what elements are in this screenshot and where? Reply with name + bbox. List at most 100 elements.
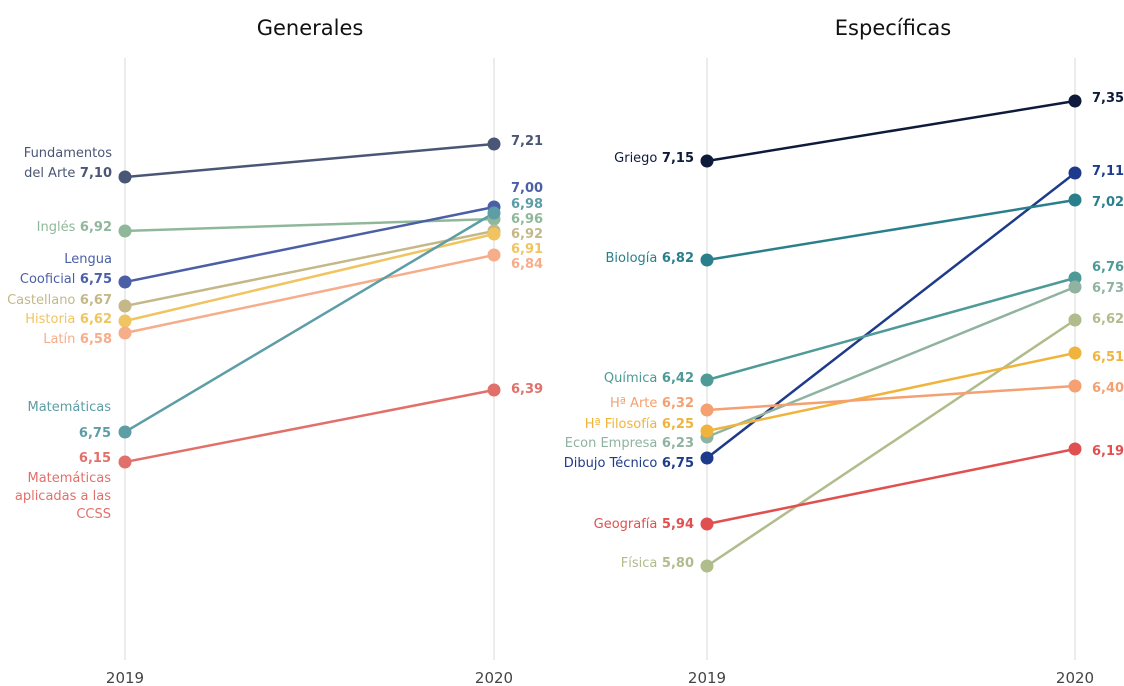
series-line-ingles	[123, 217, 496, 233]
series-label-line: Latín	[43, 332, 75, 347]
point-2020-griego	[1068, 94, 1082, 108]
series-label-dibujo-tecnico: Dibujo Técnico 6,75	[564, 456, 694, 471]
series-label-h-arte: Hª Arte 6,32	[610, 396, 694, 411]
value-label-2020-castellano: 6,92	[511, 227, 543, 242]
series-line-griego	[705, 99, 1077, 163]
point-2020-quimica	[1068, 271, 1082, 285]
point-2019-fisica	[700, 559, 714, 573]
series-line-econ-empresa	[705, 285, 1077, 439]
value-label-2019-fisica: 5,80	[657, 556, 694, 571]
point-2020-geografia	[1068, 442, 1082, 456]
series-label-line: Econ Empresa	[565, 436, 658, 451]
point-2019-matematicas-aplicadas-a-las-ccss	[118, 455, 132, 469]
point-2019-lengua-cooficial	[118, 275, 132, 289]
series-label-latin: Latín 6,58	[43, 332, 112, 347]
series-label-line: Hª Arte	[610, 396, 657, 411]
value-label-2020-lengua-cooficial: 7,00	[511, 181, 543, 196]
x-tick-label-2019: 2019	[106, 669, 144, 686]
series-label-line: Geografía	[594, 517, 658, 532]
series-line-lengua-cooficial	[123, 205, 496, 284]
series-label-line: del Arte	[24, 166, 75, 181]
point-2019-ingles	[118, 224, 132, 238]
series-line-castellano	[123, 229, 496, 308]
series-label-biologia: Biología 6,82	[606, 251, 695, 266]
series-label-econ-empresa: Econ Empresa 6,23	[565, 436, 694, 451]
series-label-griego: Griego 7,15	[614, 151, 694, 166]
series-label-line: Lengua	[64, 252, 112, 267]
series-label-matematicas: Matemáticas	[27, 400, 111, 415]
series-label-line: aplicadas a las	[15, 489, 111, 504]
series-label-line: Matemáticas	[27, 471, 111, 486]
chart-title: Generales	[257, 16, 364, 40]
point-2020-h-arte	[1068, 379, 1082, 393]
x-tick-label-2020: 2020	[1056, 669, 1094, 686]
point-2020-h-filosofia	[1068, 346, 1082, 360]
point-2019-historia	[118, 314, 132, 328]
series-label-line: CCSS	[76, 507, 111, 522]
series-label-fundamentos-del-arte: Fundamentos del Arte 7,10	[24, 146, 112, 181]
value-label-2019-fundamentos-del-arte: 7,10	[75, 166, 112, 181]
value-label-2019-dibujo-tecnico: 6,75	[657, 456, 694, 471]
value-label-2019-lengua-cooficial: 6,75	[75, 272, 112, 287]
series-label-line: Historia	[25, 312, 75, 327]
point-2020-fundamentos-del-arte	[487, 137, 501, 151]
value-label-2019-quimica: 6,42	[657, 371, 694, 386]
series-label-line: Biología	[606, 251, 658, 266]
value-label-2020-historia: 6,91	[511, 242, 543, 257]
chart-panel-generales: Generales 2019 2020 Fundamentos del Arte 7,1…	[7, 16, 543, 686]
point-2019-dibujo-tecnico	[700, 451, 714, 465]
point-2019-latin	[118, 326, 132, 340]
value-label-2020-griego: 7,35	[1092, 91, 1124, 106]
value-label-2020-quimica: 6,76	[1092, 260, 1124, 275]
series-line-dibujo-tecnico	[705, 171, 1077, 460]
x-tick-label-2020: 2020	[475, 669, 513, 686]
series-label-lengua-cooficial: Lengua Cooficial 6,75	[20, 252, 112, 287]
point-2020-historia	[487, 227, 501, 241]
value-label-2019-geografia: 5,94	[657, 517, 694, 532]
value-label-2020-fisica: 6,62	[1092, 312, 1124, 327]
point-2019-h-filosofia	[700, 424, 714, 438]
point-2019-fundamentos-del-arte	[118, 170, 132, 184]
series-line-matematicas-aplicadas-a-las-ccss	[123, 388, 496, 464]
series-label-castellano: Castellano 6,67	[7, 293, 112, 308]
series-label-line: Cooficial	[20, 272, 76, 287]
value-label-2020-biologia: 7,02	[1092, 195, 1124, 210]
value-label-2020-ingles: 6,96	[511, 212, 543, 227]
chart-panel-especificas: Específicas 2019 2020 Griego 7,15 7,35 Dibujo…	[564, 16, 1124, 686]
series-label-line: Inglés	[37, 220, 76, 235]
series-label-historia: Historia 6,62	[25, 312, 112, 327]
point-2019-h-arte	[700, 403, 714, 417]
value-label-2019-griego: 7,15	[657, 151, 694, 166]
value-label-2020-matematicas-aplicadas-a-las-ccss: 6,39	[511, 382, 543, 397]
value-label-2020-matematicas: 6,98	[511, 197, 543, 212]
value-label-2019-matematicas-aplicadas-a-las-ccss: 6,15	[79, 451, 111, 466]
value-label-2020-fundamentos-del-arte: 7,21	[511, 134, 543, 149]
x-tick-label-2019: 2019	[688, 669, 726, 686]
series-label-line: Castellano	[7, 293, 75, 308]
series-label-line: Fundamentos	[24, 146, 112, 161]
series-label-line: Física	[621, 556, 658, 571]
series-line-h-filosofia	[705, 351, 1077, 433]
value-label-2020-h-filosofia: 6,51	[1092, 350, 1124, 365]
value-label-2020-geografia: 6,19	[1092, 444, 1124, 459]
series-line-quimica	[705, 276, 1077, 382]
series-line-geografia	[705, 447, 1077, 526]
value-label-2020-h-arte: 6,40	[1092, 381, 1124, 396]
value-label-2019-econ-empresa: 6,23	[657, 436, 694, 451]
series-label-ingles: Inglés 6,92	[37, 220, 112, 235]
point-2019-biologia	[700, 253, 714, 267]
point-2019-matematicas	[118, 425, 132, 439]
point-2020-latin	[487, 248, 501, 262]
point-2020-matematicas	[487, 206, 501, 220]
value-label-2019-castellano: 6,67	[75, 293, 112, 308]
value-label-2019-h-arte: 6,32	[657, 396, 694, 411]
point-2019-geografia	[700, 517, 714, 531]
series-label-line: Química	[604, 371, 657, 386]
series-label-line: Hª Filosofía	[585, 417, 658, 432]
value-label-2019-h-filosofia: 6,25	[657, 417, 694, 432]
value-label-2020-econ-empresa: 6,73	[1092, 281, 1124, 296]
series-line-fisica	[705, 318, 1077, 568]
value-label-2020-latin: 6,84	[511, 257, 543, 272]
series-label-quimica: Química 6,42	[604, 371, 694, 386]
